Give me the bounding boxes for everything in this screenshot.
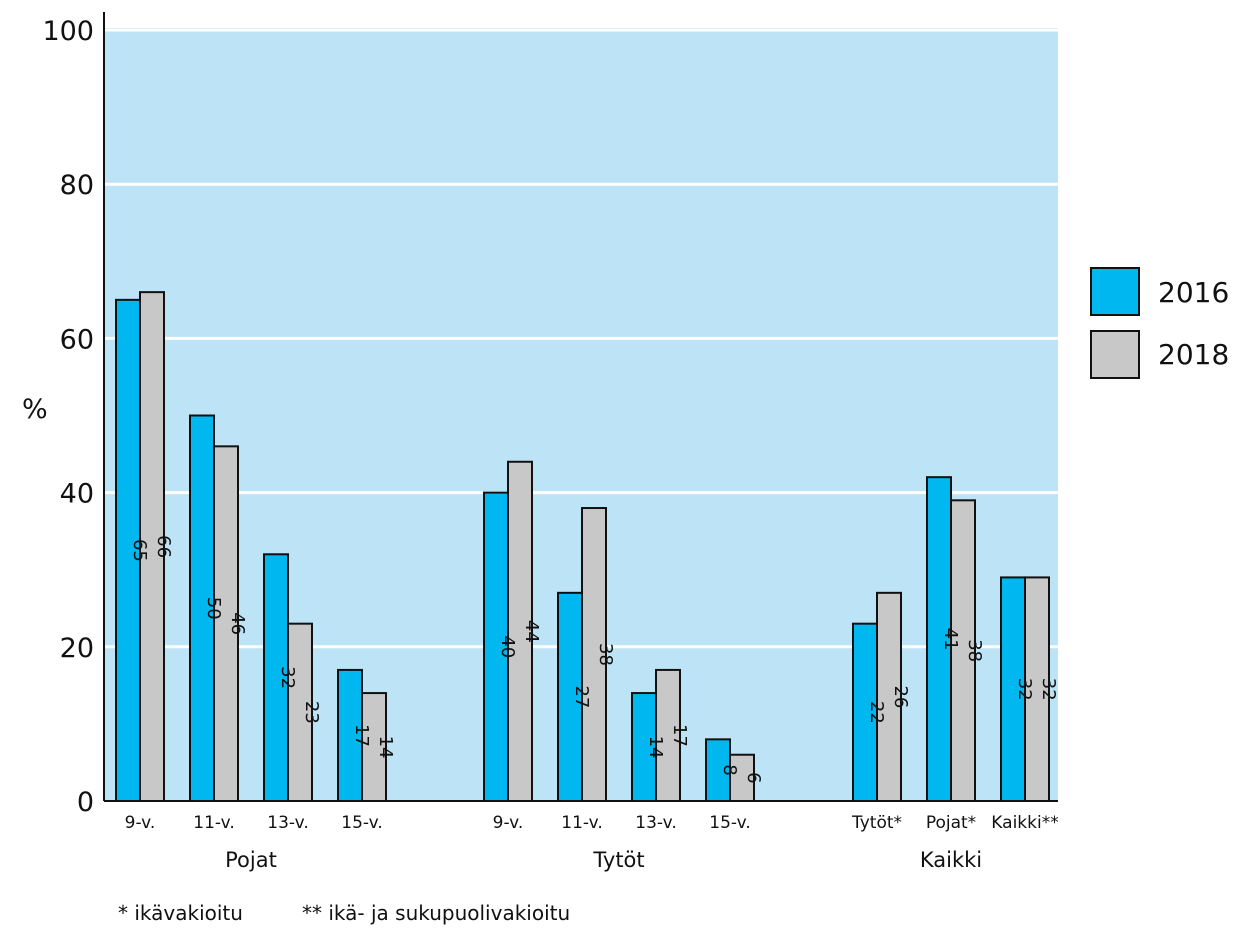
x-group-label: Tytöt [592,848,644,872]
y-tick-label: 40 [60,479,94,510]
bar-2018 [507,460,533,802]
x-group-label: Kaikki [920,848,982,872]
x-category-label: Kaikki** [991,813,1058,833]
y-tick-label: 60 [60,324,94,355]
bar-2016 [852,622,878,802]
x-axis-categories: 9-v. 11-v. 13-v. 15-v. 9-v. 11-v. 13-v. 15-v. Ty… [125,813,1059,833]
bar-2018 [213,445,239,802]
bar-value-label: 17 [351,724,372,747]
bar-2016 [115,298,141,802]
bar-value-label: 65 [129,539,150,562]
bar-value-label: 38 [595,643,616,666]
footnote-age-sex-standardized: ** ikä- ja sukupuolivakioitu [302,901,570,925]
x-group-label: Pojat [225,848,277,872]
bar-2018 [950,499,976,802]
legend: 2016 2018 [1090,267,1229,379]
bar-value-label: 50 [203,597,224,620]
bar-value-label: 32 [1014,678,1035,701]
x-category-label: 11-v. [561,813,602,833]
bar-value-label: 23 [301,701,322,724]
legend-label-2016: 2016 [1158,276,1229,309]
x-category-label: Pojat* [926,813,976,833]
y-axis-label: % [22,394,48,425]
bar-value-label: 32 [1038,678,1059,701]
x-category-label: 15-v. [341,813,382,833]
x-axis-groups: Pojat Tytöt Kaikki [225,848,982,872]
footnote-age-standardized: * ikävakioitu [118,901,243,925]
legend-label-2018: 2018 [1158,338,1229,371]
y-tick-label: 20 [60,633,94,664]
bar-value-label: 8 [719,764,740,775]
legend-swatch-2018 [1090,330,1140,379]
bar-value-label: 26 [890,685,911,708]
bar-value-label: 66 [153,535,174,558]
x-category-label: 13-v. [635,813,676,833]
bar-value-label: 14 [645,736,666,759]
bar-value-label: 22 [866,701,887,724]
x-category-label: 9-v. [493,813,524,833]
bar-value-label: 40 [497,635,518,658]
y-axis-ticks: 0 20 40 60 80 100 [42,16,94,818]
y-tick-label: 80 [60,170,94,201]
bar-value-label: 32 [277,666,298,689]
bar-value-label: 17 [669,724,690,747]
bar-value-label: 44 [521,620,542,643]
bar-value-label: 27 [571,685,592,708]
x-category-label: Tytöt* [851,813,902,833]
bar-value-label: 46 [227,612,248,635]
bar-2018 [287,622,313,802]
bar-value-label: 14 [375,736,396,759]
bars [115,291,1050,803]
bar-value-label: 41 [940,628,961,651]
bar-2018 [655,668,681,802]
bar-2016 [926,476,952,802]
legend-swatch-2016 [1090,267,1140,316]
x-category-label: 11-v. [193,813,234,833]
y-tick-label: 0 [77,787,94,818]
bar-2018 [876,591,902,803]
bar-2016 [337,668,363,802]
y-tick-label: 100 [42,16,94,47]
bar-value-label: 6 [743,772,764,783]
bar-value-label: 38 [964,639,985,662]
x-category-label: 9-v. [125,813,156,833]
x-category-label: 15-v. [709,813,750,833]
value-labels: 65 66504632231714404427381417862226413832… [129,535,1059,783]
bar-2018 [361,692,387,802]
x-category-label: 13-v. [267,813,308,833]
